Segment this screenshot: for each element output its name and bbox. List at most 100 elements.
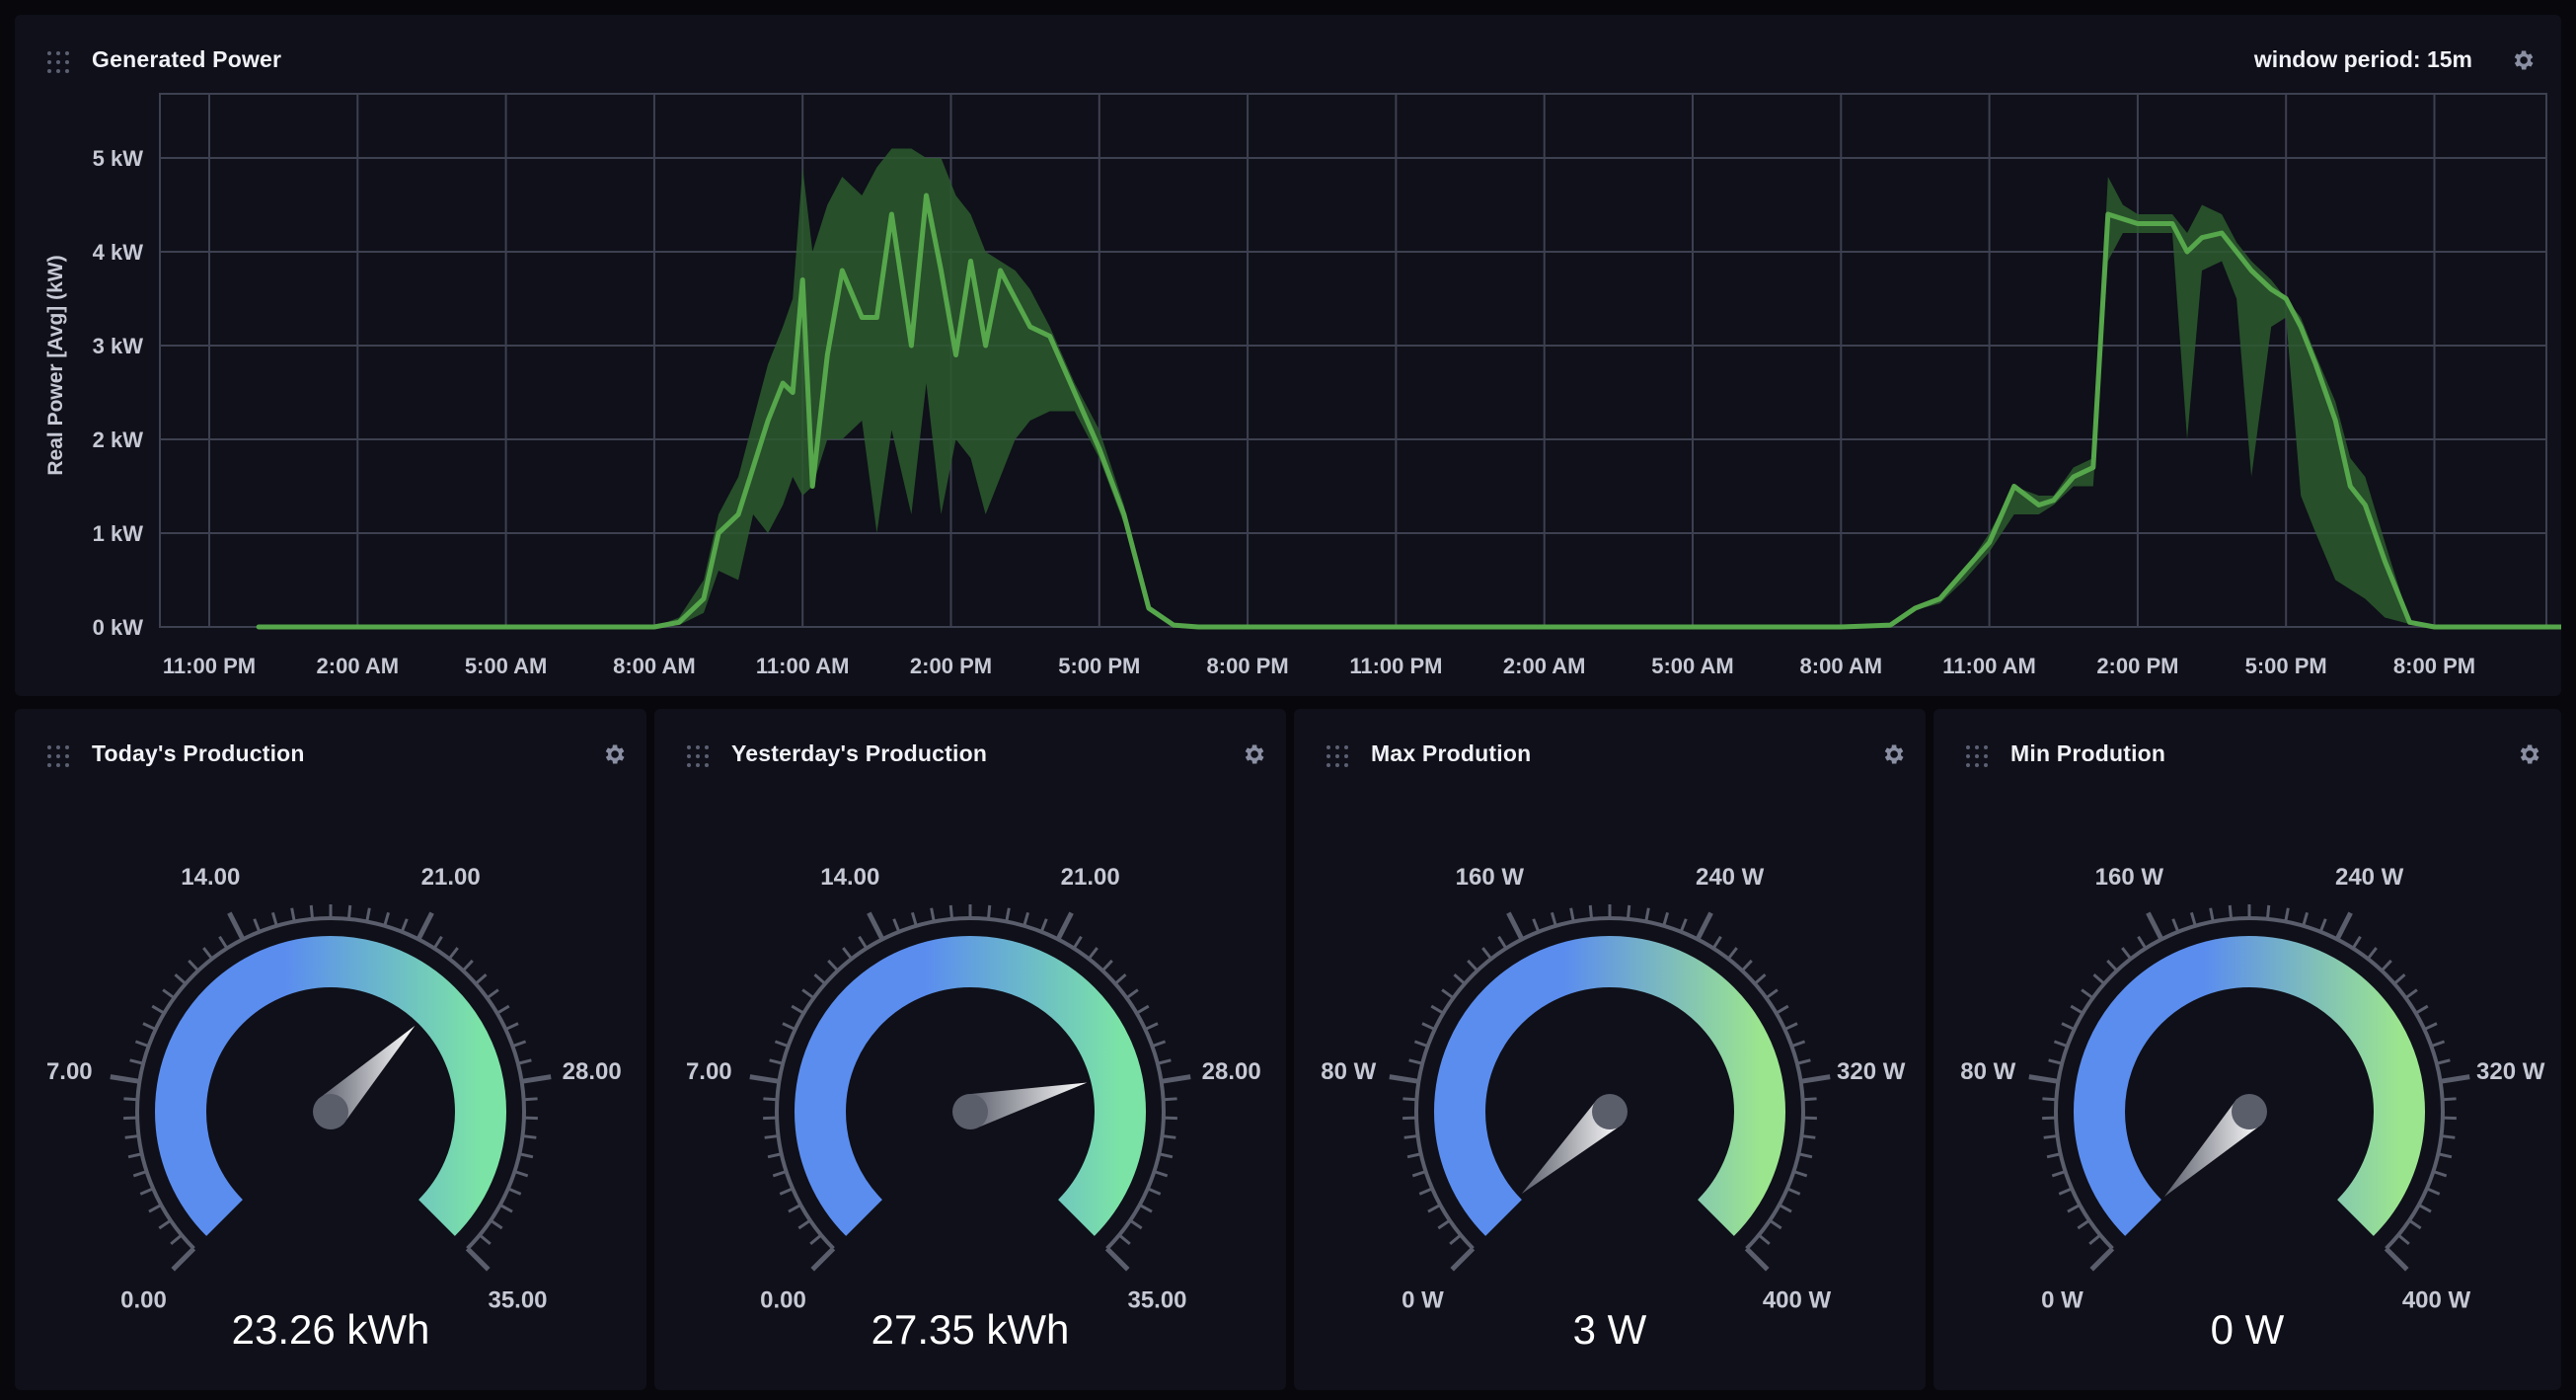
gauge-needle-hub [2232,1094,2267,1129]
gauge-tick [1453,972,1466,985]
gauge-tick [134,1040,150,1049]
gauge-tick [132,1170,148,1178]
gauge-tick [2209,907,2215,922]
gauge-tick [2351,935,2362,950]
gauge-tick [123,1097,138,1102]
gauge-tick-label: 0.00 [120,1287,167,1314]
gauge-tick [465,1246,491,1272]
gauge-tick-label: 21.00 [421,864,481,891]
gauge-tick [447,947,459,961]
gauge-tick-label: 320 W [1837,1058,1906,1085]
drag-handle-icon[interactable] [47,745,71,767]
drag-handle-icon[interactable] [687,745,711,767]
x-tick-label: 5:00 AM [465,654,548,678]
gauge-tick-label: 21.00 [1061,864,1120,891]
gauge-tick [1758,1233,1771,1246]
gauge-tick [764,1134,779,1139]
gauge-tick [2393,972,2406,985]
gauge-tick-label: 28.00 [1202,1058,1261,1085]
gauge-tick [129,1058,144,1065]
gauge-tick [2228,904,2234,920]
today-production-cell: Today's Production 0.00 7.00 14.00 21.00 28.… [15,709,646,1390]
gauge-tick [490,1218,503,1230]
gauge-tick [1792,1170,1808,1178]
gauge-tick [2088,1233,2101,1246]
gauge-tick [1125,988,1139,1000]
gauge-tick [270,911,278,927]
gauge-tick [2077,1218,2090,1230]
gauge-tick [1711,935,1722,950]
min-max-band [259,148,2561,627]
drag-handle-icon[interactable] [1966,745,1990,767]
gauge-tick [1162,1134,1176,1139]
gauge-tick [1114,972,1127,985]
gauge-tick-label: 28.00 [563,1058,622,1085]
gauge-tick [1801,1134,1816,1139]
gauge-tick [1072,935,1083,950]
gauge-band [1434,936,1785,1236]
gauge-tick [202,947,214,961]
drag-handle-icon[interactable] [1326,745,1350,767]
gauge-tick [517,1058,532,1065]
power-line[interactable] [256,193,2561,630]
gauge-tick-label: 7.00 [46,1058,93,1085]
gauge-tick-label: 240 W [1696,864,1765,891]
gauge-tick [1413,1040,1429,1049]
gauge-tick [1430,1004,1445,1015]
x-tick-label: 2:00 AM [1503,654,1586,678]
gauge-tick [791,1004,805,1015]
gauge-tick [158,1218,172,1230]
gauge-tick [2171,918,2180,933]
gauge-tick [462,959,474,972]
gauge-tick [1441,988,1455,1000]
gauge-tick [124,1134,139,1139]
gauge-tick [1790,1040,1806,1049]
generated-power-chart[interactable]: Real Power [Avg] (kW) 0 kW 1 kW 2 kW 3 kW 4 … [15,15,2561,696]
gauge-tick [772,1170,788,1178]
gauge-value: 0 W [2210,1306,2285,1353]
gear-icon[interactable] [2516,741,2541,767]
gauge-tick [1800,1074,1831,1084]
gauge-tick [1158,1152,1174,1159]
gauge-tick [475,972,488,985]
gauge-tick-label: 80 W [1960,1058,2015,1085]
gauge: 0 W 80 W 160 W 240 W 320 W 400 W [1321,864,1906,1313]
gauge-tick [1153,1170,1169,1178]
min-production-cell: Min Prodution 0 W 80 W 160 W 240 W 320 W 400 … [1933,709,2561,1390]
gauge-tick [1796,1058,1811,1065]
gauge-tick [1406,1152,1422,1159]
gauge-tick [1726,947,1738,961]
gauge-tick [774,1040,790,1049]
gauge-tick [1797,1152,1813,1159]
gauge: 0.00 7.00 14.00 21.00 28.00 35.00 [686,864,1261,1313]
gauge-tick [2121,947,2133,961]
gauge-tick [495,1004,510,1015]
gauge-tick [479,1233,492,1246]
gauge-tick [2426,1187,2441,1196]
gauge-tick [809,1233,822,1246]
gauge-tick-label: 14.00 [820,864,879,891]
gauge-tick [1662,911,1670,927]
gauge-tick [2265,904,2271,920]
gauge-tick [1139,1204,1153,1213]
x-tick-label: 11:00 PM [1349,654,1442,678]
gear-icon[interactable] [1880,741,1906,767]
gauge-tick [1626,904,1631,920]
gauge-tick [188,959,199,972]
gauge-tick [522,1134,537,1139]
gauge-tick [749,1074,780,1084]
gear-icon[interactable] [1241,741,1266,767]
gauge-tick [253,918,262,933]
gear-icon[interactable] [2510,47,2536,73]
gauge-tick [2061,1022,2076,1031]
gauge-tick [810,1246,836,1272]
x-tick-label: 8:00 PM [1207,654,1289,678]
gauge-tick-label: 80 W [1321,1058,1376,1085]
gear-icon[interactable] [601,741,627,767]
drag-handle-icon[interactable] [47,51,71,73]
gauge-tick [858,935,869,950]
gauge-tick [1481,947,1493,961]
gauge-tick [782,1022,796,1031]
gauge-tick [523,1097,538,1102]
gauge-tick [400,918,409,933]
